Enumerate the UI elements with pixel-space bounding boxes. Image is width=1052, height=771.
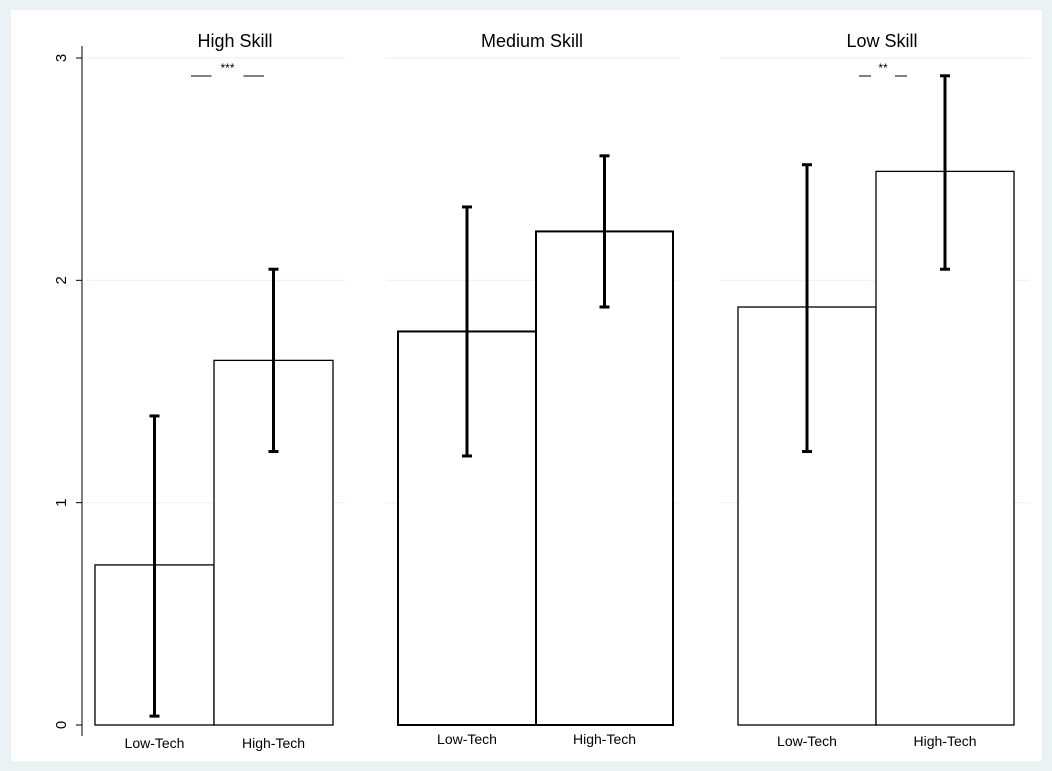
x-tick-label: High-Tech [573, 731, 636, 747]
panel-2: Low Skill Low-Tech High-Tech ** [737, 31, 1015, 749]
x-tick-label: Low-Tech [777, 733, 837, 749]
y-tick-label: 2 [53, 276, 70, 284]
bar [535, 230, 674, 726]
panels-layer: High Skill Low-Tech High-Tech *** Medium Ski… [94, 31, 1015, 751]
panel-1: Medium Skill Low-Tech High-Tech [397, 31, 674, 747]
x-tick-label: Low-Tech [125, 735, 185, 751]
panel-title: Low Skill [846, 31, 917, 51]
y-tick-label: 1 [53, 498, 70, 506]
y-tick-label: 3 [53, 54, 70, 62]
panel-title: High Skill [197, 31, 272, 51]
y-axis: 0 1 2 3 [53, 46, 83, 736]
significance-label: *** [220, 61, 234, 75]
x-tick-label: High-Tech [242, 735, 305, 751]
panel-title: Medium Skill [481, 31, 583, 51]
panel-0: High Skill Low-Tech High-Tech *** [94, 31, 334, 751]
x-tick-label: High-Tech [913, 733, 976, 749]
significance-label: ** [878, 61, 888, 75]
x-tick-label: Low-Tech [437, 731, 497, 747]
y-tick-label: 0 [53, 721, 70, 729]
